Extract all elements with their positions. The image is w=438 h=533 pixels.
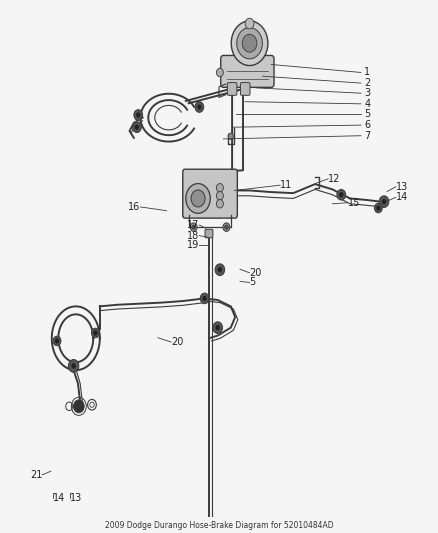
Circle shape xyxy=(68,360,79,372)
Circle shape xyxy=(134,110,143,120)
FancyBboxPatch shape xyxy=(183,169,237,218)
Circle shape xyxy=(133,122,141,133)
Circle shape xyxy=(186,183,210,213)
Circle shape xyxy=(74,400,84,413)
Circle shape xyxy=(213,322,223,334)
Circle shape xyxy=(136,112,141,118)
Circle shape xyxy=(93,330,98,336)
Circle shape xyxy=(135,125,139,130)
Circle shape xyxy=(228,133,233,140)
Circle shape xyxy=(55,338,59,344)
Circle shape xyxy=(200,293,209,304)
Text: 17: 17 xyxy=(187,220,199,230)
Circle shape xyxy=(379,196,389,207)
Text: 20: 20 xyxy=(250,268,262,278)
Circle shape xyxy=(374,203,382,213)
Text: 7: 7 xyxy=(364,131,371,141)
Text: 18: 18 xyxy=(187,231,199,241)
Circle shape xyxy=(192,225,195,229)
Text: 2: 2 xyxy=(364,78,371,88)
Text: 13: 13 xyxy=(70,493,82,503)
Text: 11: 11 xyxy=(280,180,293,190)
Text: 19: 19 xyxy=(187,240,199,250)
Text: 1: 1 xyxy=(364,68,371,77)
Circle shape xyxy=(92,328,99,338)
Circle shape xyxy=(231,21,268,66)
Text: 5: 5 xyxy=(364,109,371,119)
Circle shape xyxy=(197,104,201,110)
Circle shape xyxy=(223,223,230,231)
Circle shape xyxy=(216,191,223,200)
Circle shape xyxy=(382,199,386,204)
Text: 14: 14 xyxy=(396,192,408,203)
Text: 2009 Dodge Durango Hose-Brake Diagram for 52010484AD: 2009 Dodge Durango Hose-Brake Diagram fo… xyxy=(105,521,333,530)
Text: 5: 5 xyxy=(250,278,256,287)
Circle shape xyxy=(242,34,257,52)
Circle shape xyxy=(218,267,222,272)
Text: 20: 20 xyxy=(171,337,184,347)
Circle shape xyxy=(337,189,346,200)
Circle shape xyxy=(216,199,223,208)
Text: 15: 15 xyxy=(348,198,360,208)
FancyBboxPatch shape xyxy=(221,55,274,87)
Circle shape xyxy=(191,190,205,207)
Circle shape xyxy=(339,192,343,197)
FancyBboxPatch shape xyxy=(240,83,250,95)
Circle shape xyxy=(215,325,220,330)
Circle shape xyxy=(195,102,204,112)
Circle shape xyxy=(53,336,61,346)
Circle shape xyxy=(237,28,262,59)
Text: 14: 14 xyxy=(53,493,65,503)
Circle shape xyxy=(225,225,228,229)
Circle shape xyxy=(216,68,223,77)
Circle shape xyxy=(245,18,254,29)
Circle shape xyxy=(190,223,197,231)
Text: 16: 16 xyxy=(128,202,141,212)
Text: 12: 12 xyxy=(328,174,340,184)
Text: 6: 6 xyxy=(364,120,371,130)
Circle shape xyxy=(216,183,223,192)
Text: 3: 3 xyxy=(364,88,371,98)
Circle shape xyxy=(202,296,207,301)
FancyBboxPatch shape xyxy=(205,229,213,238)
Circle shape xyxy=(215,264,225,276)
FancyBboxPatch shape xyxy=(227,83,237,95)
Text: 13: 13 xyxy=(396,182,408,192)
Text: 21: 21 xyxy=(30,470,42,480)
Circle shape xyxy=(71,364,76,368)
Text: 4: 4 xyxy=(364,99,371,109)
Circle shape xyxy=(376,205,381,211)
